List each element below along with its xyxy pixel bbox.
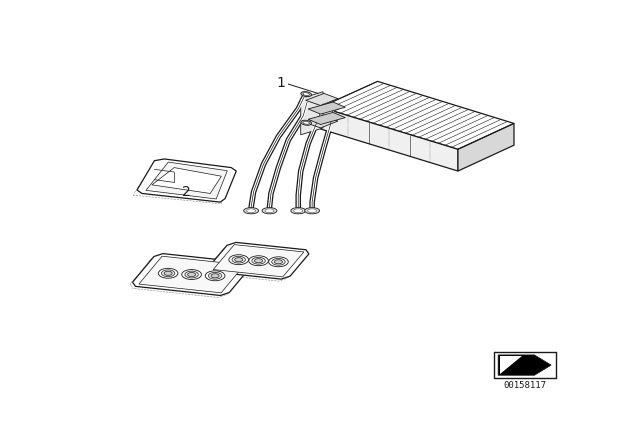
Ellipse shape	[164, 271, 172, 276]
Ellipse shape	[303, 121, 309, 124]
Ellipse shape	[205, 271, 225, 281]
Text: 2: 2	[182, 185, 191, 199]
Polygon shape	[308, 102, 346, 114]
Ellipse shape	[182, 270, 202, 280]
Polygon shape	[306, 94, 338, 106]
Ellipse shape	[232, 256, 245, 263]
Polygon shape	[306, 116, 338, 128]
Ellipse shape	[301, 120, 312, 125]
Ellipse shape	[275, 260, 282, 264]
Ellipse shape	[303, 93, 309, 95]
Ellipse shape	[255, 258, 262, 263]
Ellipse shape	[262, 207, 277, 214]
Polygon shape	[301, 92, 323, 135]
Polygon shape	[132, 254, 251, 296]
Bar	[494, 352, 556, 378]
Ellipse shape	[209, 272, 222, 279]
Polygon shape	[500, 356, 522, 374]
Ellipse shape	[188, 272, 196, 276]
Ellipse shape	[161, 270, 175, 277]
Polygon shape	[321, 82, 514, 149]
Polygon shape	[213, 245, 304, 277]
Ellipse shape	[305, 207, 319, 214]
Polygon shape	[321, 107, 458, 171]
Ellipse shape	[301, 91, 312, 97]
Polygon shape	[308, 112, 346, 125]
Polygon shape	[146, 162, 227, 199]
Polygon shape	[498, 355, 551, 375]
Ellipse shape	[229, 255, 248, 265]
Ellipse shape	[272, 258, 285, 265]
Ellipse shape	[185, 271, 198, 278]
Ellipse shape	[158, 268, 178, 278]
Text: 00158117: 00158117	[504, 381, 547, 390]
Ellipse shape	[291, 207, 306, 214]
Ellipse shape	[294, 209, 303, 213]
Polygon shape	[139, 256, 244, 293]
Ellipse shape	[252, 257, 265, 264]
Ellipse shape	[249, 256, 268, 266]
Ellipse shape	[211, 274, 219, 278]
Ellipse shape	[269, 257, 288, 267]
Ellipse shape	[244, 207, 259, 214]
Polygon shape	[152, 168, 221, 194]
Polygon shape	[208, 242, 309, 279]
Polygon shape	[458, 124, 514, 171]
Ellipse shape	[235, 258, 243, 262]
Text: 1: 1	[276, 76, 285, 90]
Ellipse shape	[308, 209, 317, 213]
Ellipse shape	[246, 209, 255, 213]
Ellipse shape	[265, 209, 274, 213]
Polygon shape	[137, 159, 236, 202]
